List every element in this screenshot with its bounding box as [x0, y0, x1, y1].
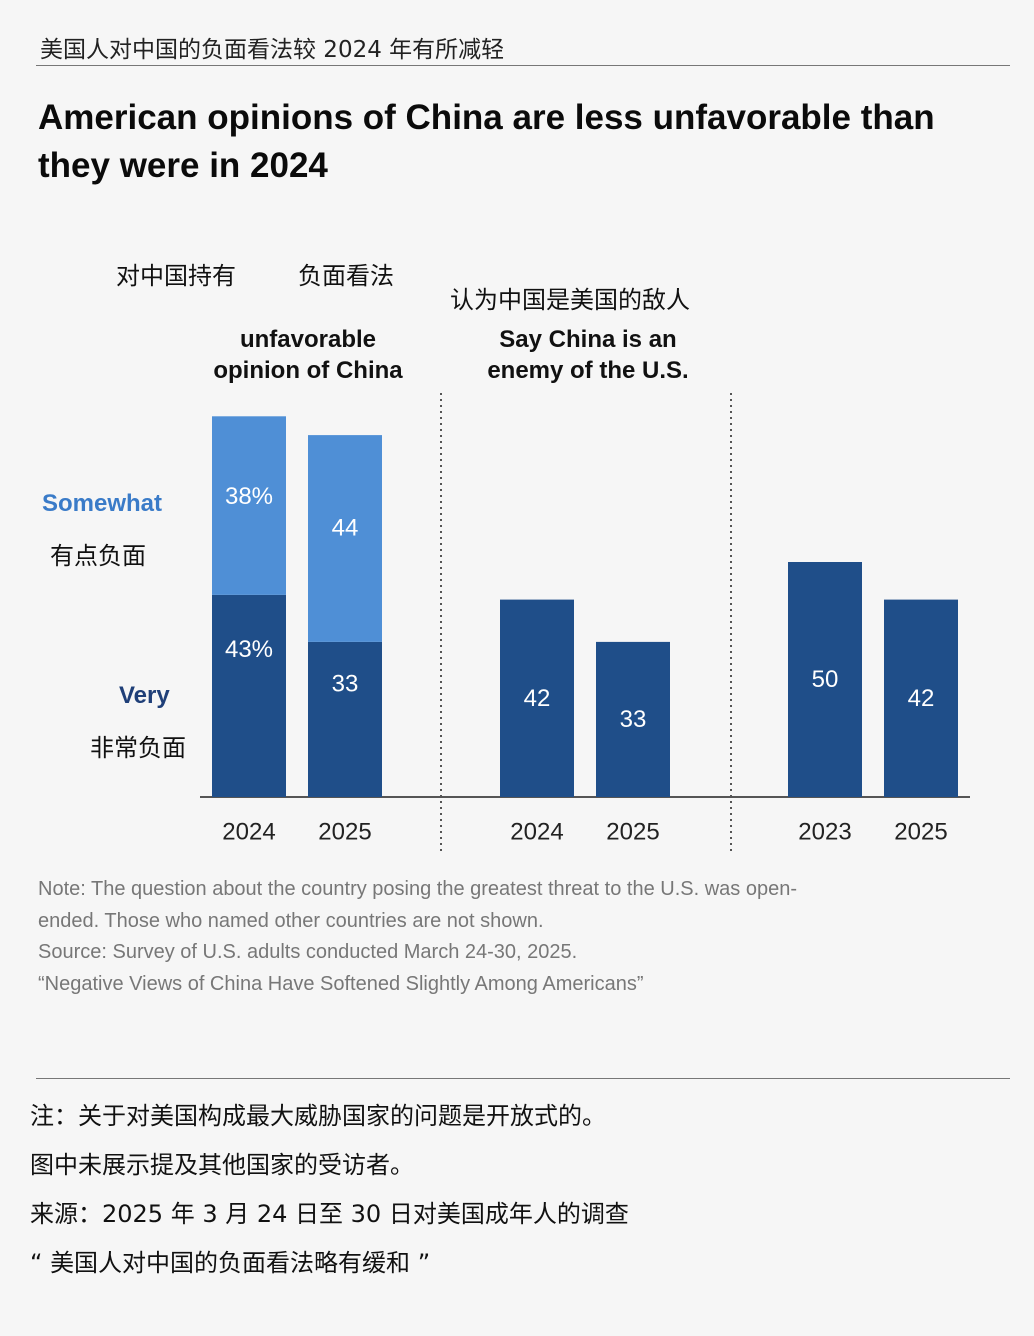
x-tick-label-2025: 2025 [318, 819, 371, 846]
legend-very-zh-label: 非常负面 [90, 734, 186, 762]
x-tick-label-2023: 2023 [798, 819, 851, 846]
source-line: Source: Survey of U.S. adults conducted … [38, 941, 578, 963]
data-label-2025: 42 [908, 685, 935, 712]
top-divider [36, 65, 1010, 66]
left-panel-zh-heading-b: 负面看法 [298, 262, 394, 290]
right-panel-zh-heading: 认为中国是美国的敌人 [450, 286, 690, 314]
zh-note-line: 注：关于对美国构成最大威胁国家的问题是开放式的。 [30, 1102, 606, 1130]
x-tick-label-2025: 2025 [894, 819, 947, 846]
bar-somewhat-2025 [308, 435, 382, 642]
legend-very-label: Very [119, 682, 170, 709]
left-panel-en-heading: unfavorable opinion of China [213, 326, 403, 384]
bar-very-2025 [308, 641, 382, 797]
data-label-somewhat-2024: 38% [225, 483, 273, 510]
data-label-very-2024: 43% [225, 636, 273, 663]
data-label-somewhat-2025: 44 [332, 515, 359, 542]
x-tick-label-2024: 2024 [510, 819, 563, 846]
bar-somewhat-2024 [212, 416, 286, 595]
note-line: ended. Those who named other countries a… [38, 909, 544, 932]
note-line: Note: The question about the country pos… [38, 878, 797, 900]
bar-2023 [788, 562, 862, 797]
headline: American opinions of China are less unfa… [38, 98, 935, 185]
bar-very-2024 [212, 594, 286, 797]
data-label-2023: 50 [812, 666, 839, 693]
chinese-notes: 注：关于对美国构成最大威胁国家的问题是开放式的。 图中未展示提及其他国家的受访者… [30, 1092, 629, 1288]
data-label-2024: 42 [524, 685, 551, 712]
zh-note-line: 图中未展示提及其他国家的受访者。 [30, 1151, 414, 1179]
bar-charts: 43% 38% 2024 33 44 2025 42 2024 33 2025 50 2023 42 20… [200, 390, 970, 852]
left-panel-zh-heading-a: 对中国持有 [116, 262, 236, 290]
data-label-2025: 33 [620, 706, 647, 733]
bar-2025 [884, 599, 958, 797]
x-tick-label-2025: 2025 [606, 819, 659, 846]
legend-somewhat-label: Somewhat [42, 490, 163, 517]
right-panel-en-heading: Say China is an enemy of the U.S. [487, 326, 689, 384]
bottom-divider [36, 1078, 1010, 1079]
chinese-title: 美国人对中国的负面看法较 2024 年有所减轻 [40, 37, 505, 63]
english-notes: Note: The question about the country pos… [38, 874, 998, 1000]
bar-2025 [596, 641, 670, 797]
x-tick-label-2024: 2024 [222, 819, 275, 846]
data-label-very-2025: 33 [332, 670, 359, 697]
bar-2024 [500, 599, 574, 797]
report-title-line: “Negative Views of China Have Softened S… [38, 972, 644, 995]
legend-somewhat-zh-label: 有点负面 [50, 542, 146, 570]
zh-report-title-line: “ 美国人对中国的负面看法略有缓和 ” [30, 1249, 431, 1277]
zh-source-line: 来源：2025 年 3 月 24 日至 30 日对美国成年人的调查 [30, 1200, 629, 1228]
